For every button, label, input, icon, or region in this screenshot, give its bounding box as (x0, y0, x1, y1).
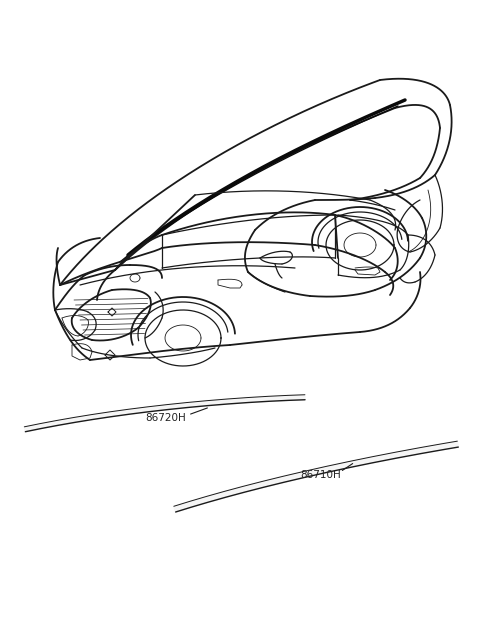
Polygon shape (24, 395, 305, 431)
Text: 86720H: 86720H (145, 413, 186, 423)
Polygon shape (174, 441, 458, 512)
Text: 86710H: 86710H (300, 470, 341, 480)
